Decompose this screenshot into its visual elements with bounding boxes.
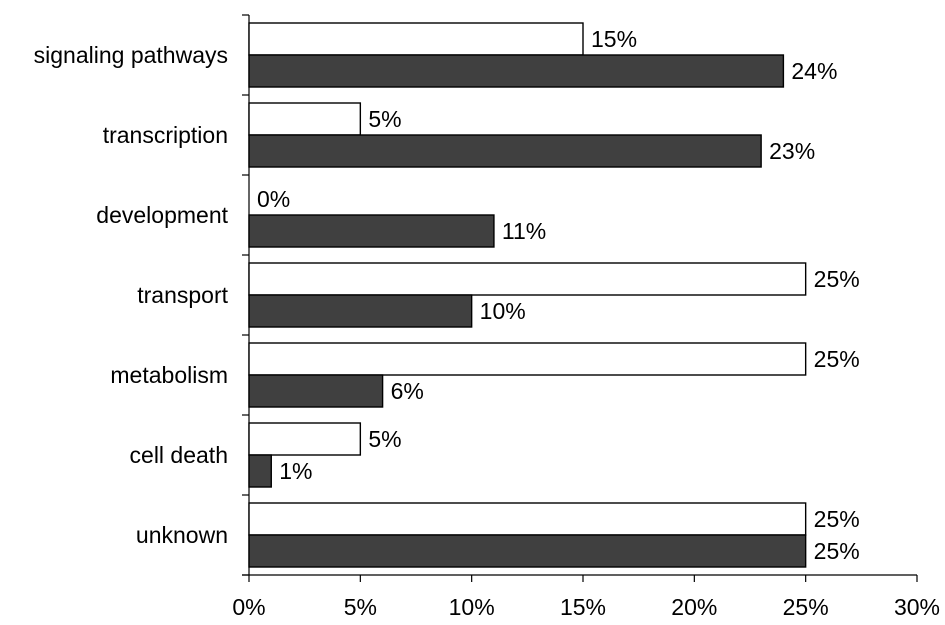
data-label-unknown-series-1: 25% bbox=[814, 506, 860, 532]
category-label-unknown: unknown bbox=[136, 522, 228, 548]
bar-signaling-pathways-series-1 bbox=[248, 22, 584, 56]
data-label-transcription-series-2: 23% bbox=[769, 138, 815, 164]
x-tick-label-0: 0% bbox=[232, 594, 265, 620]
bar-transcription-series-2 bbox=[248, 134, 762, 168]
data-label-cell-death-series-2: 1% bbox=[279, 458, 312, 484]
data-label-transcription-series-1: 5% bbox=[368, 106, 401, 132]
x-tick-label-25: 25% bbox=[783, 594, 829, 620]
bar-metabolism-series-2 bbox=[248, 374, 384, 408]
data-label-unknown-series-2: 25% bbox=[814, 538, 860, 564]
x-tick-label-5: 5% bbox=[344, 594, 377, 620]
data-label-metabolism-series-1: 25% bbox=[814, 346, 860, 372]
category-label-metabolism: metabolism bbox=[110, 362, 228, 388]
data-label-transport-series-2: 10% bbox=[480, 298, 526, 324]
x-tick-label-30: 30% bbox=[894, 594, 940, 620]
bar-cell-death-series-1 bbox=[248, 422, 362, 456]
category-label-transcription: transcription bbox=[103, 122, 228, 148]
category-label-development: development bbox=[96, 202, 228, 228]
category-label-signaling-pathways: signaling pathways bbox=[34, 42, 228, 68]
chart-bars bbox=[248, 22, 807, 568]
data-label-signaling-pathways-series-1: 15% bbox=[591, 26, 637, 52]
data-label-metabolism-series-2: 6% bbox=[391, 378, 424, 404]
bar-transcription-series-1 bbox=[248, 102, 362, 136]
x-tick-label-20: 20% bbox=[671, 594, 717, 620]
x-tick-label-15: 15% bbox=[560, 594, 606, 620]
bar-signaling-pathways-series-2 bbox=[248, 54, 785, 88]
chart-labels: 0% 5% 10% 15% 20% 25% 30% signaling pathways tra… bbox=[34, 26, 940, 620]
category-label-transport: transport bbox=[137, 282, 228, 308]
data-label-transport-series-1: 25% bbox=[814, 266, 860, 292]
bar-transport-series-1 bbox=[248, 262, 807, 296]
x-tick-label-10: 10% bbox=[449, 594, 495, 620]
data-label-cell-death-series-1: 5% bbox=[368, 426, 401, 452]
bar-cell-death-series-2 bbox=[248, 454, 272, 488]
bar-unknown-series-1 bbox=[248, 502, 807, 536]
data-label-signaling-pathways-series-2: 24% bbox=[791, 58, 837, 84]
data-label-development-series-2: 11% bbox=[502, 218, 546, 244]
category-label-cell-death: cell death bbox=[130, 442, 228, 468]
bar-metabolism-series-1 bbox=[248, 342, 807, 376]
bar-transport-series-2 bbox=[248, 294, 473, 328]
bar-unknown-series-2 bbox=[248, 534, 807, 568]
data-label-development-series-1: 0% bbox=[257, 186, 290, 212]
bar-development-series-2 bbox=[248, 214, 495, 248]
